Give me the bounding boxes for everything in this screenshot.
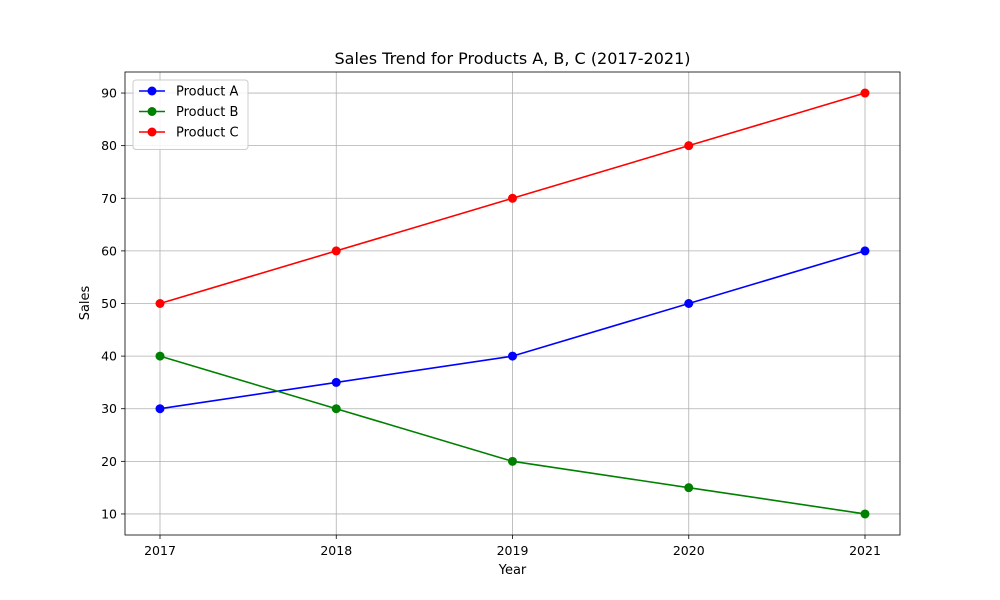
chart-title: Sales Trend for Products A, B, C (2017-2… xyxy=(334,49,690,68)
tick-labels: 10 20 30 40 50 60 70 80 90 2017 2018 2019 2020 2021 xyxy=(101,86,881,558)
y-tick-label: 50 xyxy=(101,296,117,311)
legend: Product A Product B Product C xyxy=(132,79,249,150)
legend-swatch-marker xyxy=(147,127,157,137)
y-tick-label: 20 xyxy=(101,454,117,469)
data-point xyxy=(508,351,517,361)
series-group xyxy=(155,88,870,519)
data-point xyxy=(684,483,694,493)
x-tick-label: 2018 xyxy=(320,543,352,558)
legend-label: Product A xyxy=(176,85,238,100)
x-tick-label: 2021 xyxy=(849,543,881,558)
data-point xyxy=(155,299,165,308)
y-tick-label: 90 xyxy=(101,86,117,101)
legend-swatch-marker xyxy=(147,86,157,96)
y-axis-label: Sales xyxy=(78,285,93,320)
x-axis-label: Year xyxy=(498,563,527,578)
y-tick-label: 70 xyxy=(101,191,117,206)
x-tick-label: 2019 xyxy=(497,543,529,558)
data-point xyxy=(684,299,694,308)
data-point xyxy=(155,404,165,414)
data-point xyxy=(860,88,870,98)
legend-label: Product C xyxy=(176,126,239,141)
data-point xyxy=(155,351,165,361)
data-point xyxy=(684,141,694,151)
plot-frame xyxy=(124,71,901,536)
y-tick-label: 60 xyxy=(101,243,117,258)
axes xyxy=(121,71,901,539)
data-point xyxy=(331,377,341,387)
legend-entry: Product A xyxy=(139,85,238,100)
y-tick-label: 10 xyxy=(101,506,117,521)
data-point xyxy=(860,509,870,519)
data-point xyxy=(860,246,870,256)
legend-label: Product B xyxy=(176,105,238,120)
y-tick-label: 40 xyxy=(101,349,117,364)
y-tick-label: 30 xyxy=(101,401,117,416)
x-tick-label: 2020 xyxy=(673,543,705,558)
data-point xyxy=(508,193,517,203)
y-tick-label: 80 xyxy=(101,138,117,153)
series-product-c xyxy=(155,88,870,308)
legend-entry: Product C xyxy=(139,126,239,141)
data-point xyxy=(331,404,341,414)
legend-swatch-marker xyxy=(147,107,157,116)
legend-entry: Product B xyxy=(139,105,238,120)
data-point xyxy=(331,246,341,256)
x-tick-label: 2017 xyxy=(144,543,176,558)
series-product-b xyxy=(155,351,870,519)
data-point xyxy=(508,456,517,466)
